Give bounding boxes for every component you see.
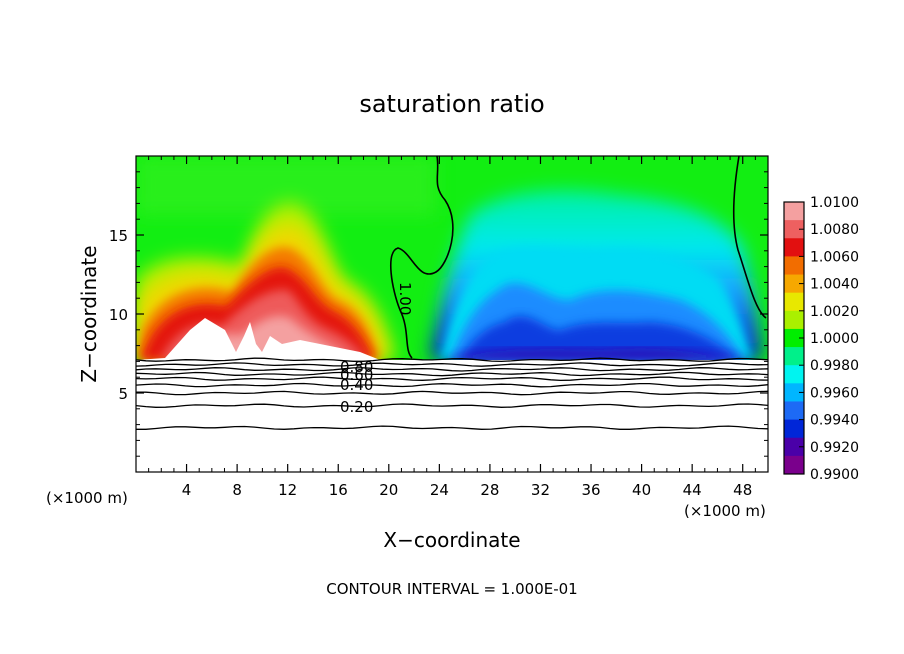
x-tick-label-40: 40 [632, 481, 651, 499]
contour-line-z-4.2 [136, 403, 768, 408]
colorbar-swatch-11 [784, 401, 804, 421]
colorbar-swatch-1 [784, 220, 804, 239]
colorbar-label-9: 0.9920 [810, 440, 859, 456]
cloud-base-white [136, 318, 380, 360]
plot-area [136, 156, 768, 472]
x-tick-label-12: 12 [278, 481, 297, 499]
contour-label-3: 0.60 [340, 366, 373, 384]
contour-line-z-7.1 [136, 357, 768, 363]
x-tick-label-8: 8 [232, 481, 242, 499]
contour-line-z-5.9 [136, 376, 768, 382]
x-axis-label: X−coordinate [383, 528, 520, 552]
x-tick-label-32: 32 [531, 481, 550, 499]
contour-label-1: 1.00 [396, 282, 414, 315]
contour-line-1.00 [390, 156, 767, 359]
chart-title: saturation ratio [359, 90, 544, 118]
colorbar-swatch-8 [784, 347, 804, 366]
contour-line-z-6.2 [136, 371, 768, 377]
colorbar-label-4: 1.0020 [810, 304, 859, 320]
contour-labels: 1.00 0.80 0.60 0.40 0.20 [340, 282, 414, 416]
contour-line-z-2.8 [136, 425, 768, 430]
x-tick-label-44: 44 [683, 481, 702, 499]
contour-line-z-6.5 [136, 367, 768, 372]
contour-line-z-5 [136, 390, 768, 396]
colorbar-label-0: 1.0100 [810, 195, 859, 211]
contour-label-2: 0.80 [340, 358, 373, 376]
colorbar-swatch-14 [784, 455, 804, 475]
y-tick-label-15: 15 [109, 227, 128, 245]
colorbar-label-3: 1.0040 [810, 277, 859, 293]
contour-label-4: 0.40 [340, 376, 373, 394]
y-axis: 5 10 15 [109, 171, 768, 457]
colorbar-swatch-9 [784, 365, 804, 384]
colorbar-label-5: 1.0000 [810, 331, 859, 347]
colorbar-label-10: 0.9900 [810, 467, 859, 483]
x-tick-label-4: 4 [182, 481, 192, 499]
colorbar-label-8: 0.9940 [810, 413, 859, 429]
colorbar-swatch-10 [784, 383, 804, 402]
colorbar-label-1: 1.0080 [810, 222, 859, 238]
colorbar-label-7: 0.9960 [810, 385, 859, 401]
colorbar-swatch-0 [784, 202, 804, 221]
contour-line-z-5.5 [136, 382, 768, 388]
colorbar-swatch-6 [784, 310, 804, 330]
lower-contours [136, 357, 768, 430]
x-tick-label-20: 20 [379, 481, 398, 499]
x-tick-label-28: 28 [480, 481, 499, 499]
colorbar: 1.0100 1.0080 1.0060 1.0040 1.0020 1.0000 0.99… [783, 195, 859, 483]
contour-label-5: 0.20 [340, 398, 373, 416]
colorbar-swatch-3 [784, 256, 804, 276]
colorbar-swatch-7 [784, 328, 804, 348]
y-tick-label-10: 10 [109, 306, 128, 324]
x-tick-label-36: 36 [581, 481, 600, 499]
colorbar-swatch-2 [784, 238, 804, 257]
colorbar-swatch-12 [784, 419, 804, 439]
colorbar-label-2: 1.0060 [810, 249, 859, 265]
x-axis: 4 8 12 16 20 24 28 32 36 40 44 48 [148, 156, 756, 499]
y-tick-label-5: 5 [118, 385, 128, 403]
colorbar-label-6: 0.9980 [810, 358, 859, 374]
x-tick-label-16: 16 [329, 481, 348, 499]
x-unit-right: (×1000 m) [684, 502, 766, 520]
colorbar-swatch-13 [784, 437, 804, 457]
x-unit-left: (×1000 m) [46, 489, 128, 507]
contour-interval-note: CONTOUR INTERVAL = 1.000E-01 [326, 580, 577, 598]
subsaturated-region [430, 190, 762, 360]
x-tick-label-48: 48 [733, 481, 752, 499]
colorbar-swatch-5 [784, 292, 804, 312]
colorbar-swatch-4 [784, 274, 804, 294]
contour-line-z-6.8 [136, 362, 768, 367]
x-tick-label-24: 24 [430, 481, 449, 499]
y-axis-label: Z−coordinate [77, 245, 101, 382]
